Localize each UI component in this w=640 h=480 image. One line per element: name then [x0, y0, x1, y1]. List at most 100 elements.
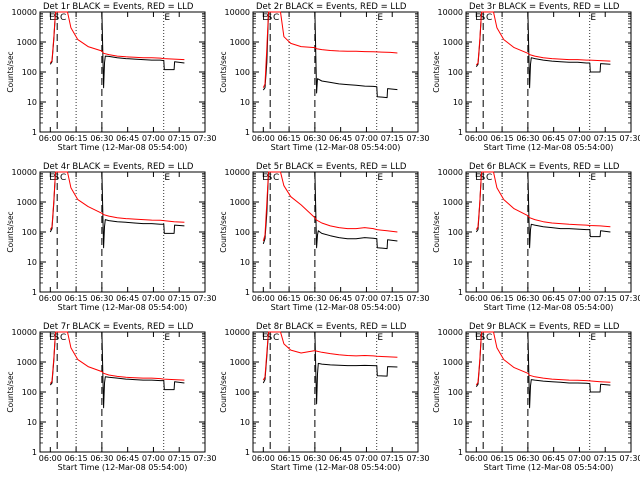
y-tick-label: 1 [245, 128, 250, 137]
marker-symbol: E [49, 173, 55, 183]
y-tick-label: 100 [22, 68, 37, 77]
marker-symbol: E [164, 173, 170, 183]
x-tick-label: 07:15 [381, 134, 404, 143]
panel-2: Det 2r BLACK = Events, RED = LLD 1 10 100 10… [219, 2, 430, 152]
x-tick-label: 06:30 [90, 134, 113, 143]
x-tick-label: 06:45 [542, 454, 565, 463]
y-tick-label: 10000 [225, 168, 250, 177]
panel-5: Det 5r BLACK = Events, RED = LLD 1 10 100 10… [219, 162, 430, 312]
x-tick-label: 06:00 [465, 294, 488, 303]
x-tick-label: 07:00 [142, 134, 165, 143]
x-tick-label: 06:45 [542, 134, 565, 143]
x-tick-label: 06:00 [252, 134, 275, 143]
y-tick-label: 10000 [225, 328, 250, 337]
y-axis-label: Counts/sec [6, 51, 15, 92]
plot-frame [465, 331, 632, 453]
x-tick-label: 06:15 [65, 294, 88, 303]
y-tick-label: 1000 [17, 198, 37, 207]
x-tick-label: 06:45 [329, 454, 352, 463]
y-tick-label: 10 [453, 98, 463, 107]
panel-title: Det 2r BLACK = Events, RED = LLD [256, 2, 407, 12]
y-tick-label: 1 [458, 128, 463, 137]
marker-symbol: E [49, 13, 55, 23]
series-lld-line [49, 11, 185, 64]
y-tick-label: 10000 [438, 8, 463, 17]
marker-symbol: E [377, 173, 383, 183]
y-tick-label: 1000 [230, 38, 250, 47]
marker-symbol: C [273, 13, 279, 23]
x-tick-label: 07:30 [193, 134, 216, 143]
x-tick-label: 06:30 [90, 294, 113, 303]
plot-frame [252, 331, 419, 453]
panel-6: Det 6r BLACK = Events, RED = LLD 1 10 100 10… [432, 162, 640, 312]
y-tick-label: 1 [245, 288, 250, 297]
series-lld-line [262, 331, 398, 381]
x-tick-label: 07:30 [406, 294, 429, 303]
x-tick-label: 06:45 [116, 294, 139, 303]
marker-symbol: C [273, 333, 279, 343]
y-axis-label: Counts/sec [432, 51, 441, 92]
x-tick-label: 06:15 [278, 294, 301, 303]
y-axis-label: Counts/sec [219, 211, 228, 252]
series-lld-line [475, 331, 611, 386]
panel-title: Det 4r BLACK = Events, RED = LLD [43, 162, 194, 172]
marker-symbol: E [377, 13, 383, 23]
x-tick-label: 07:00 [142, 454, 165, 463]
y-tick-label: 1000 [443, 198, 463, 207]
x-tick-label: 06:15 [278, 454, 301, 463]
x-tick-label: 06:00 [465, 134, 488, 143]
marker-symbol: S [266, 333, 272, 343]
y-axis-label: Counts/sec [6, 371, 15, 412]
x-axis-label: Start Time (12-Mar-08 05:54:00) [484, 303, 614, 312]
marker-symbol: C [273, 173, 279, 183]
x-tick-label: 06:15 [491, 134, 514, 143]
x-tick-label: 07:00 [568, 454, 591, 463]
x-tick-label: 07:00 [355, 134, 378, 143]
y-tick-label: 10 [240, 98, 250, 107]
marker-symbol: E [475, 13, 481, 23]
panel-8: Det 8r BLACK = Events, RED = LLD 1 10 100 10… [219, 322, 430, 472]
x-tick-label: 06:00 [39, 134, 62, 143]
y-tick-label: 10000 [438, 328, 463, 337]
plot-frame [252, 11, 419, 133]
marker-symbol: E [377, 333, 383, 343]
y-tick-label: 10 [240, 258, 250, 267]
panel-title: Det 8r BLACK = Events, RED = LLD [256, 322, 407, 332]
x-tick-label: 07:15 [594, 454, 617, 463]
x-tick-label: 06:00 [39, 294, 62, 303]
y-tick-label: 10 [27, 418, 37, 427]
marker-symbol: S [53, 173, 59, 183]
marker-symbol: S [53, 333, 59, 343]
y-tick-label: 1 [32, 288, 37, 297]
marker-symbol: E [262, 333, 268, 343]
x-tick-label: 07:15 [594, 294, 617, 303]
y-tick-label: 1000 [443, 38, 463, 47]
x-tick-label: 06:00 [465, 454, 488, 463]
x-tick-label: 06:45 [116, 134, 139, 143]
y-tick-label: 10000 [225, 8, 250, 17]
y-tick-label: 100 [22, 388, 37, 397]
x-tick-label: 07:15 [168, 454, 191, 463]
panel-1: Det 1r BLACK = Events, RED = LLD 1 10 100 10… [6, 2, 217, 152]
x-tick-label: 06:15 [65, 134, 88, 143]
x-axis-label: Start Time (12-Mar-08 05:54:00) [484, 463, 614, 472]
plot-frame [39, 11, 206, 133]
y-tick-label: 100 [448, 68, 463, 77]
plot-frame [39, 331, 206, 453]
x-tick-label: 07:30 [619, 294, 640, 303]
y-tick-label: 10 [27, 98, 37, 107]
x-tick-label: 06:00 [39, 454, 62, 463]
marker-symbol: S [479, 173, 485, 183]
y-tick-label: 1 [32, 448, 37, 457]
series-lld-line [475, 11, 611, 66]
x-tick-label: 06:00 [252, 454, 275, 463]
y-tick-label: 100 [448, 228, 463, 237]
x-axis-label: Start Time (12-Mar-08 05:54:00) [58, 303, 188, 312]
x-tick-label: 07:00 [355, 454, 378, 463]
series-lld-line [49, 331, 185, 384]
y-tick-label: 100 [22, 228, 37, 237]
y-tick-label: 1000 [17, 38, 37, 47]
y-tick-label: 1000 [17, 358, 37, 367]
y-axis-label: Counts/sec [6, 211, 15, 252]
